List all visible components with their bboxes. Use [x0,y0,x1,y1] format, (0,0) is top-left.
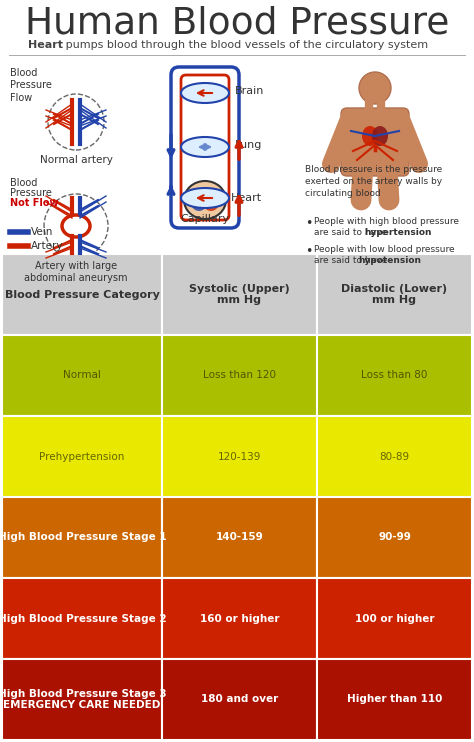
Text: People with low blood pressure: People with low blood pressure [314,245,455,254]
Bar [317,335,472,416]
Text: Artery: Artery [31,241,64,251]
Text: 140-159: 140-159 [216,533,264,542]
Bar [317,416,472,497]
Ellipse shape [181,137,229,157]
Text: Loss than 120: Loss than 120 [203,370,276,381]
Text: 120-139: 120-139 [218,451,261,462]
Text: Systolic (Upper)
mm Hg: Systolic (Upper) mm Hg [189,283,290,305]
Text: hypotension: hypotension [358,256,421,265]
Text: •: • [305,217,312,230]
Text: Vein: Vein [31,227,54,237]
Text: Blood Pressure Category: Blood Pressure Category [5,289,159,300]
Text: •: • [305,245,312,258]
Bar [162,335,317,416]
Text: Higher than 110: Higher than 110 [347,695,442,704]
Bar [2,659,162,740]
Text: Diastolic (Lower)
mm Hg: Diastolic (Lower) mm Hg [341,283,447,305]
Text: Loss than 80: Loss than 80 [361,370,428,381]
Text: Lung: Lung [235,140,263,150]
Bar [317,578,472,659]
FancyBboxPatch shape [341,108,409,176]
Text: 100 or higher: 100 or higher [355,614,434,623]
Text: Blood pressure is the pressure
exerted on the artery walls by
circulating blood: Blood pressure is the pressure exerted o… [305,165,442,197]
Bar [2,497,162,578]
Text: Blood
Pressure
Flow: Blood Pressure Flow [10,68,52,103]
Text: hypertension: hypertension [364,228,431,237]
Text: Not Flow: Not Flow [10,198,58,208]
Bar [162,254,317,335]
Text: are said to have: are said to have [314,228,390,237]
Text: High Blood Pressure Stage 1: High Blood Pressure Stage 1 [0,533,166,542]
Bar [162,497,317,578]
Bar [2,416,162,497]
Circle shape [359,72,391,104]
Text: Brain: Brain [235,86,264,96]
Bar [317,497,472,578]
Text: High Blood Pressure Stage 2: High Blood Pressure Stage 2 [0,614,166,623]
Text: Blood: Blood [10,178,37,188]
Text: : pumps blood through the blood vessels of the circulatory system: : pumps blood through the blood vessels … [55,40,428,50]
Text: High Blood Pressure Stage 3
EMERGENCY CARE NEEDED: High Blood Pressure Stage 3 EMERGENCY CA… [0,689,166,710]
Text: Normal artery: Normal artery [39,155,112,165]
Bar [2,578,162,659]
Text: Artery with large
abdominal aneurysm: Artery with large abdominal aneurysm [24,261,128,283]
Text: 160 or higher: 160 or higher [200,614,279,623]
Text: Heart: Heart [28,40,63,50]
Text: Capillary: Capillary [181,214,229,224]
Text: Normal: Normal [63,370,101,381]
Bar [2,254,162,335]
Ellipse shape [181,188,229,208]
Bar [162,578,317,659]
Bar [317,254,472,335]
Ellipse shape [184,181,226,219]
Ellipse shape [202,189,220,211]
Text: 180 and over: 180 and over [201,695,278,704]
Bar [162,659,317,740]
Text: are said to have: are said to have [314,256,390,265]
Text: People with high blood pressure: People with high blood pressure [314,217,459,226]
Text: 80-89: 80-89 [380,451,410,462]
Text: Pressure: Pressure [10,188,52,198]
Bar [162,416,317,497]
Bar [317,659,472,740]
Ellipse shape [190,189,208,211]
Text: Human Blood Pressure: Human Blood Pressure [25,6,449,42]
Ellipse shape [181,83,229,103]
Text: Prehypertension: Prehypertension [39,451,125,462]
Ellipse shape [362,126,378,146]
Text: Heart: Heart [231,193,262,203]
Text: 90-99: 90-99 [378,533,411,542]
Bar [2,335,162,416]
Ellipse shape [372,126,388,146]
